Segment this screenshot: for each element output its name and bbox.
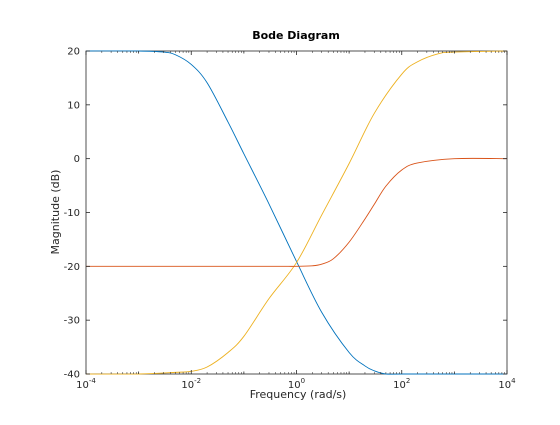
x-axis-label: Frequency (rad/s) [250,388,347,401]
y-tick-label: 20 [67,47,80,58]
y-tick-label: 10 [67,100,80,111]
series-line-2 [85,50,508,375]
x-tick-base: 10 [76,380,89,391]
x-tick-base: 10 [393,380,406,391]
x-tick-base: 10 [498,380,511,391]
y-tick-label: -30 [64,316,80,327]
plot-area [85,50,508,375]
x-tick-base: 10 [288,380,301,391]
chart-title: Bode Diagram [252,29,340,42]
x-tick-exponent: 4 [511,377,516,385]
y-tick-label: -40 [64,370,80,381]
x-tick-exponent: -4 [89,377,97,385]
x-tick-exponent: 2 [406,377,410,385]
x-tick-exponent: 0 [301,377,305,385]
x-tick-label: 102 [393,377,410,391]
x-tick-label: 100 [288,377,305,391]
y-tick-label: -20 [64,262,80,273]
x-tick-base: 10 [181,380,194,391]
series-line-1 [85,50,508,375]
x-tick-label: 10-4 [76,377,96,391]
series-line-3 [86,157,508,267]
series-layer [85,50,508,375]
y-tick-label: 0 [74,154,80,165]
y-tick-label: -10 [64,208,80,219]
x-tick-label: 10-2 [181,377,201,391]
x-tick-exponent: -2 [194,377,201,385]
y-axis-label: Magnitude (dB) [49,170,62,255]
x-tick-label: 104 [498,377,516,391]
